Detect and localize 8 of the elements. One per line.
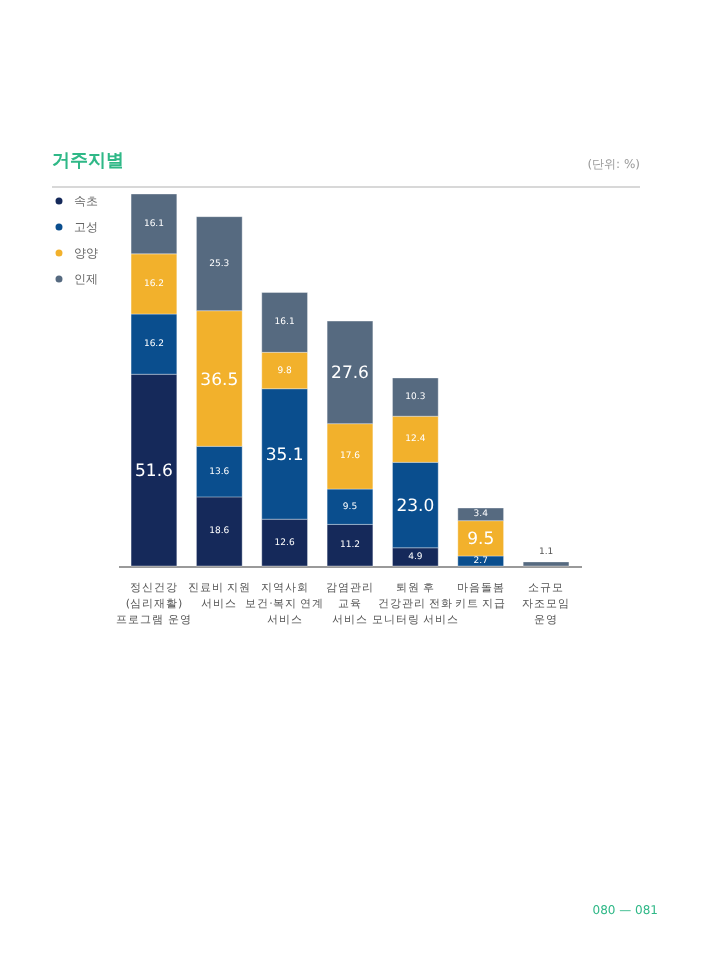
- data-label: 23.0: [396, 497, 435, 518]
- data-label: 36.5: [200, 370, 239, 391]
- data-label: 27.6: [331, 364, 369, 385]
- chart-title: 거주지별: [52, 150, 124, 174]
- data-label: 9.5: [467, 530, 495, 551]
- bar: [522, 561, 570, 567]
- data-label: 51.6: [135, 462, 173, 483]
- data-label: 35.1: [265, 445, 304, 466]
